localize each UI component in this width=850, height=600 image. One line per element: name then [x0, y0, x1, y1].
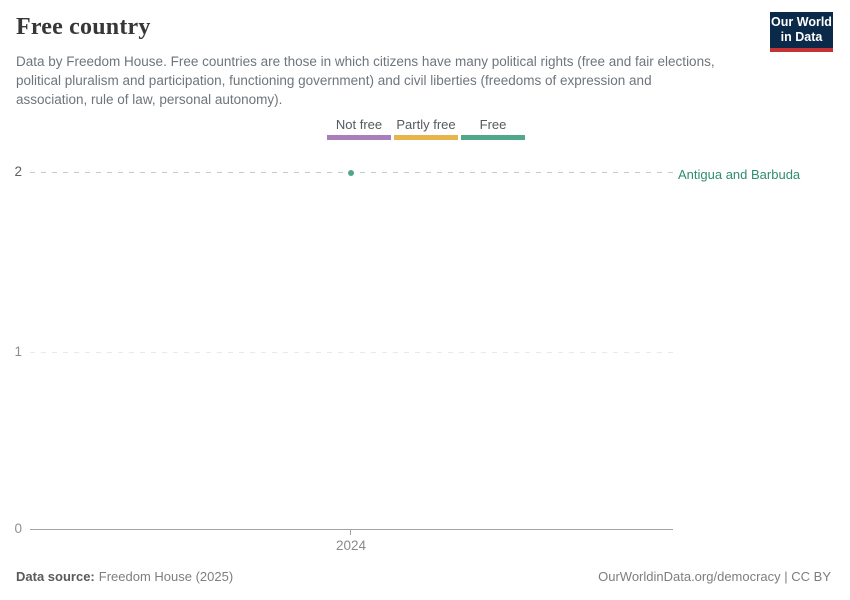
- legend-swatch-free: [461, 135, 525, 140]
- x-axis-tick-label: 2024: [335, 538, 367, 553]
- legend-item-partly-free[interactable]: Partly free: [394, 117, 458, 140]
- data-source: Data source: Freedom House (2025): [16, 569, 233, 584]
- page-title: Free country: [16, 14, 151, 40]
- legend-label: Not free: [335, 117, 383, 132]
- legend-item-free[interactable]: Free: [461, 117, 525, 140]
- y-axis-tick-0: 0: [14, 521, 22, 536]
- data-point-antigua-and-barbuda[interactable]: [348, 170, 354, 176]
- legend-label: Partly free: [396, 117, 456, 132]
- attribution-link[interactable]: OurWorldinData.org/democracy | CC BY: [598, 569, 831, 584]
- legend-item-not-free[interactable]: Not free: [327, 117, 391, 140]
- series-label-antigua-and-barbuda[interactable]: Antigua and Barbuda: [678, 167, 801, 182]
- gridline-y1: [30, 352, 673, 353]
- y-axis-tick-1: 1: [14, 344, 22, 359]
- y-axis-tick-2: 2: [14, 164, 22, 179]
- data-source-value[interactable]: Freedom House (2025): [98, 569, 234, 584]
- legend-swatch-partly-free: [394, 135, 458, 140]
- x-axis-line: [30, 529, 673, 530]
- data-source-label: Data source:: [16, 569, 95, 584]
- legend-label: Free: [479, 117, 507, 132]
- owid-logo-line2: in Data: [780, 30, 823, 44]
- owid-logo-line1: Our World: [771, 15, 832, 29]
- x-axis-tick-mark: [350, 530, 351, 535]
- owid-logo[interactable]: Our World in Data: [770, 12, 833, 52]
- legend: Not free Partly free Free: [327, 117, 525, 140]
- chart-subtitle: Data by Freedom House. Free countries ar…: [16, 54, 715, 107]
- legend-swatch-not-free: [327, 135, 391, 140]
